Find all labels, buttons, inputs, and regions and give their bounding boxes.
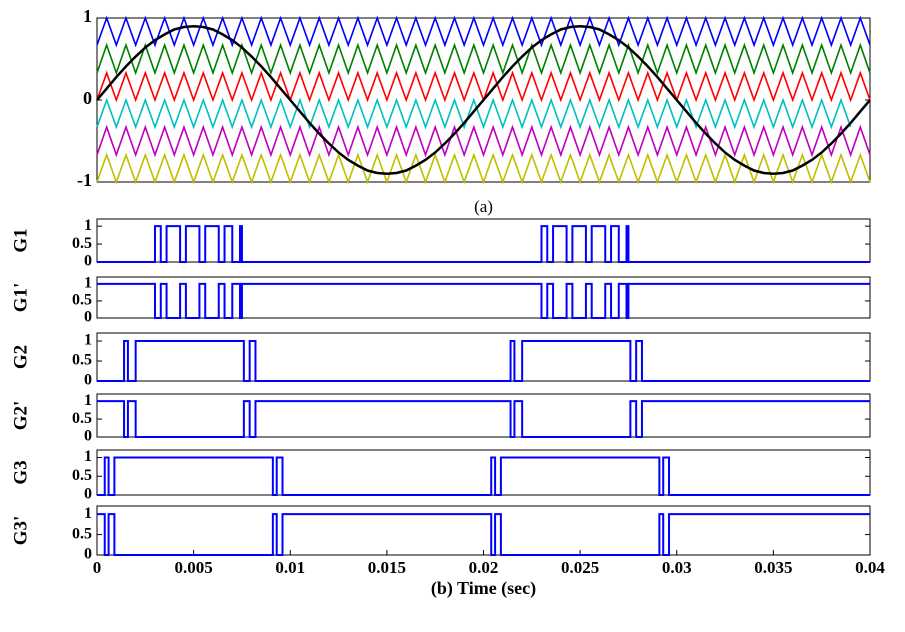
y-tick-label: 1 — [83, 6, 92, 26]
x-tick-label: 0.03 — [662, 558, 692, 577]
gate-signal — [97, 340, 870, 382]
series-line — [96, 24, 871, 176]
caption: (a) — [474, 197, 493, 216]
series-line — [96, 152, 871, 185]
y-axis-label: G3' — [10, 516, 31, 546]
x-tick-label: 0 — [93, 558, 102, 577]
series-line — [96, 70, 871, 103]
x-axis-label: (b) Time (sec) — [431, 578, 536, 599]
series-line — [96, 124, 871, 158]
gate-signal — [97, 282, 870, 319]
y-tick-label: 0.5 — [72, 467, 92, 484]
gate-signal — [97, 400, 870, 438]
y-tick-label: 0.5 — [72, 292, 92, 309]
y-tick-label: 0 — [84, 486, 92, 503]
y-tick-label: -1 — [77, 170, 92, 190]
y-tick-label: 0.5 — [72, 525, 92, 542]
y-tick-label: 1 — [84, 448, 92, 465]
x-tick-label: 0.02 — [469, 558, 499, 577]
plot-frame — [96, 276, 871, 319]
y-tick-label: 1 — [84, 275, 92, 292]
y-tick-label: 0.5 — [72, 352, 92, 369]
y-axis-label: G3 — [10, 460, 31, 484]
plot-frame — [96, 393, 871, 438]
y-tick-label: 0 — [84, 428, 92, 445]
y-tick-label: 1 — [84, 332, 92, 349]
x-tick-label: 0.005 — [175, 558, 213, 577]
x-tick-label: 0.015 — [368, 558, 406, 577]
y-tick-label: 0.5 — [72, 235, 92, 252]
x-tick-label: 0.025 — [561, 558, 599, 577]
series-line — [96, 42, 871, 76]
y-tick-label: 0.5 — [72, 410, 92, 427]
y-axis-label: G1 — [10, 228, 31, 252]
y-axis-label: G1' — [10, 283, 31, 313]
x-tick-label: 0.04 — [855, 558, 885, 577]
y-tick-label: 1 — [84, 392, 92, 409]
x-tick-label: 0.01 — [275, 558, 305, 577]
y-tick-label: 0 — [83, 88, 92, 108]
y-tick-label: 0 — [84, 372, 92, 389]
y-tick-label: 0 — [84, 253, 92, 270]
series-line — [96, 15, 871, 48]
y-tick-label: 1 — [84, 217, 92, 234]
x-tick-label: 0.035 — [754, 558, 792, 577]
gate-signal — [97, 513, 870, 556]
series-line — [96, 97, 852, 130]
y-tick-label: 0 — [84, 309, 92, 326]
y-tick-label: 0 — [84, 546, 92, 563]
gate-signal — [97, 456, 870, 496]
y-tick-label: 1 — [84, 505, 92, 522]
gate-signal — [97, 225, 870, 263]
y-axis-label: G2 — [10, 345, 31, 369]
y-axis-label: G2' — [10, 401, 31, 431]
